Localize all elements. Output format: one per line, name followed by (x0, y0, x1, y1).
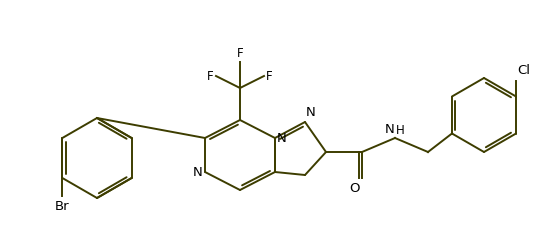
Text: F: F (207, 70, 214, 82)
Text: N: N (384, 123, 394, 136)
Text: N: N (277, 131, 287, 145)
Text: F: F (266, 70, 273, 82)
Text: O: O (349, 182, 359, 195)
Text: Cl: Cl (517, 64, 530, 77)
Text: N: N (193, 165, 203, 179)
Text: F: F (237, 47, 243, 60)
Text: N: N (306, 106, 316, 119)
Text: H: H (396, 124, 405, 137)
Text: Br: Br (55, 200, 70, 213)
